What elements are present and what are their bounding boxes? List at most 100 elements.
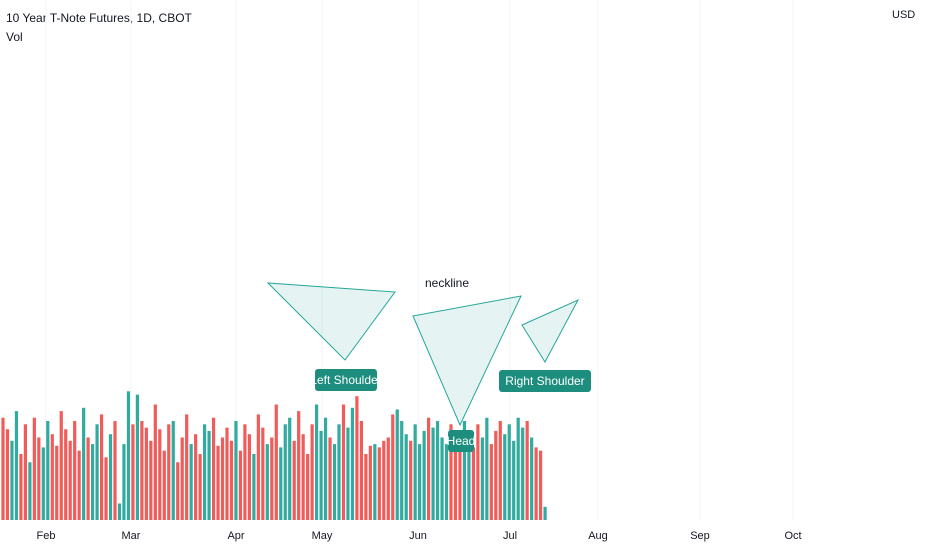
volume-bar (400, 421, 404, 520)
volume-bar (176, 462, 180, 520)
volume-bar (534, 447, 538, 520)
volume-bar (364, 454, 368, 520)
volume-bar (301, 434, 305, 520)
volume-bar (247, 434, 251, 520)
volume-bar (283, 424, 287, 520)
volume-bar (498, 421, 502, 520)
volume-bar (5, 429, 10, 520)
volume-bar (252, 454, 256, 520)
volume-bar (323, 417, 328, 520)
time-tick-label: Jul (503, 530, 517, 542)
volume-bar (256, 414, 260, 520)
volume-bar (216, 445, 220, 520)
volume-bar (238, 450, 243, 520)
volume-bar (453, 440, 458, 520)
volume-bar (113, 421, 117, 520)
pattern-label: Left Shoulder (310, 369, 382, 391)
volume-bar (220, 437, 225, 520)
volume-bar (99, 414, 104, 520)
volume-bar (55, 445, 59, 520)
volume-bar (292, 440, 296, 520)
pattern-label-text: Right Shoulder (505, 374, 584, 388)
volume-bar (306, 454, 310, 520)
volume-bar (467, 434, 471, 520)
time-tick-label: Sep (690, 530, 710, 542)
volume-bar (382, 440, 386, 520)
volume-bar (418, 444, 422, 520)
volume-bar (525, 421, 529, 520)
volume-bar (64, 429, 68, 520)
volume-bar (149, 440, 153, 520)
volume-bar (377, 447, 381, 520)
volume-bar (104, 457, 108, 520)
volume-bar (243, 424, 247, 520)
time-axis[interactable]: Feb Mar Apr May Jun Jul Aug Sep Oct (37, 530, 802, 542)
volume-bar (153, 404, 157, 520)
volume-bar (234, 421, 238, 520)
volume-bar (126, 391, 131, 520)
volume-bar (158, 429, 162, 520)
volume-bar (332, 444, 337, 520)
volume-bar (350, 407, 355, 520)
volume-bar (14, 411, 19, 520)
time-tick-label: Mar (122, 530, 141, 542)
pattern-triangle (412, 295, 522, 427)
volume-bar (82, 407, 86, 520)
volume-bar (1, 417, 5, 520)
volume-bar (427, 417, 431, 520)
volume-bar (341, 404, 346, 520)
volume-bar (59, 411, 63, 520)
volume-label[interactable]: Vol (6, 30, 23, 44)
volume-bar (162, 450, 166, 520)
pattern-label-box (448, 430, 474, 452)
volume-bar (431, 427, 435, 520)
time-tick-label: Feb (37, 530, 56, 542)
volume-bar (229, 440, 234, 520)
volume-bar (23, 424, 27, 520)
volume-bar (422, 430, 426, 520)
volume-bar (503, 434, 507, 520)
neckline-label: neckline (425, 276, 469, 290)
volume-bar (530, 437, 534, 520)
volume-bar (19, 454, 23, 520)
volume-bar (91, 444, 95, 520)
volume-bar (86, 437, 90, 520)
volume-bar (373, 444, 377, 520)
volume-bar (404, 434, 408, 520)
volume-bar (409, 440, 413, 520)
volume-bars (1, 391, 547, 520)
volume-bar (207, 430, 211, 520)
volume-bar (140, 421, 144, 520)
volume-bar (395, 409, 399, 520)
time-tick-label: May (312, 530, 333, 542)
volume-bar (507, 424, 511, 520)
pattern-drawing (266, 282, 580, 427)
volume-bar (41, 447, 45, 520)
volume-bar (440, 437, 444, 520)
volume-bar (194, 434, 198, 520)
volume-bar (310, 424, 314, 520)
volume-bar (189, 444, 193, 520)
pattern-triangle (521, 298, 580, 364)
volume-bar (279, 447, 283, 520)
volume-bar (198, 454, 202, 520)
volume-bar (203, 424, 207, 520)
pattern-label-text: Head (447, 434, 476, 448)
time-tick-label: Jun (409, 530, 427, 542)
volume-bar (462, 421, 467, 520)
volume-bar (480, 437, 484, 520)
volume-bar (274, 404, 278, 520)
pattern-triangle (266, 282, 396, 361)
volume-bar (144, 427, 148, 520)
volume-bar (211, 417, 216, 520)
volume-bar (117, 503, 122, 520)
volume-bar (458, 430, 462, 520)
time-tick-label: Aug (588, 530, 608, 542)
volume-bar (261, 427, 265, 520)
price-axis[interactable]: USD132'00'0130'00'0128'00'0126'00'0124'0… (884, 0, 932, 21)
volume-bar (485, 417, 489, 520)
volume-bar (270, 437, 274, 520)
currency-label: USD (892, 9, 915, 21)
volume-bar (265, 444, 269, 520)
